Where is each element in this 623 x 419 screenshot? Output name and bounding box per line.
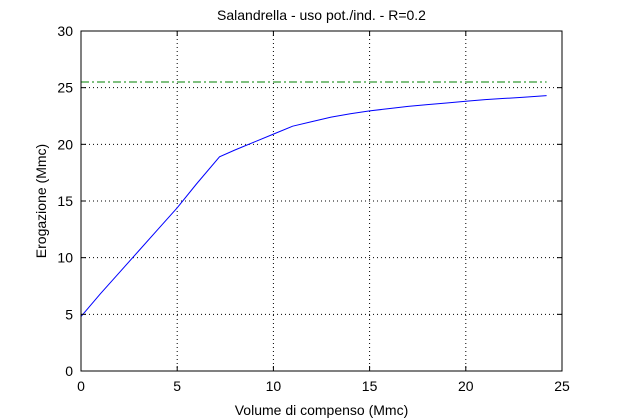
y-tick-label: 25	[57, 80, 73, 96]
axis-ticks: 0 5 10 15 20 25 0 5 10 15 20 25 30	[57, 23, 570, 394]
x-tick-label: 5	[173, 378, 181, 394]
y-tick-label: 10	[57, 250, 73, 266]
x-tick-label: 10	[266, 378, 282, 394]
series-line-erogazione	[80, 95, 547, 317]
series-group	[80, 81, 547, 317]
y-axis-label: Erogazione (Mmc)	[33, 144, 49, 258]
grid	[81, 31, 562, 371]
y-tick-label: 15	[57, 193, 73, 209]
x-axis-label: Volume di compenso (Mmc)	[235, 402, 409, 418]
x-tick-label: 0	[77, 378, 85, 394]
y-tick-label: 0	[65, 363, 73, 379]
y-tick-label: 5	[65, 306, 73, 322]
y-tick-label: 20	[57, 136, 73, 152]
y-tick-label: 30	[57, 23, 73, 39]
x-tick-label: 25	[554, 378, 570, 394]
x-tick-label: 15	[362, 378, 378, 394]
chart-title: Salandrella - uso pot./ind. - R=0.2	[217, 7, 426, 23]
x-tick-label: 20	[458, 378, 474, 394]
